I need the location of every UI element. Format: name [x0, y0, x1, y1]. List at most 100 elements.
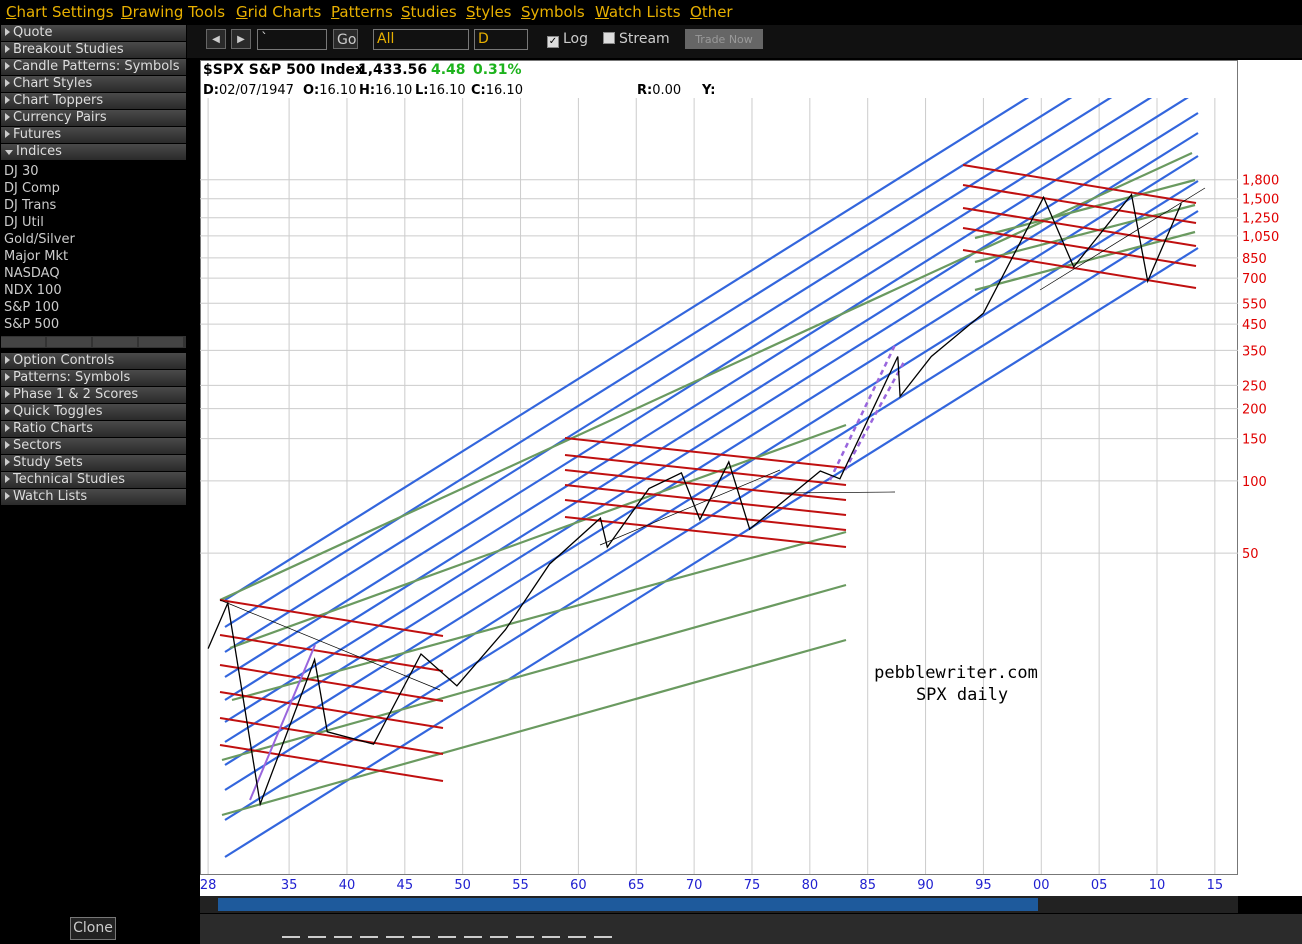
sidebar-section[interactable]: Sectors: [1, 438, 186, 454]
index-item[interactable]: S&P 500: [4, 317, 60, 332]
menu-item[interactable]: Styles: [466, 3, 512, 21]
sidebar-section[interactable]: Indices: [1, 144, 186, 160]
menu-item[interactable]: Patterns: [331, 3, 393, 21]
index-item[interactable]: Gold/Silver: [4, 232, 75, 247]
field-value: 16.10: [486, 83, 523, 98]
menu-item[interactable]: Studies: [401, 3, 457, 21]
tool-icon[interactable]: [386, 920, 404, 938]
x-tick-label: 10: [1149, 878, 1166, 893]
y-tick-label: 450: [1242, 318, 1267, 333]
period-select[interactable]: D: [474, 29, 528, 50]
sidebar-section[interactable]: Watch Lists: [1, 489, 186, 505]
x-tick-label: 90: [917, 878, 934, 893]
tool-icon[interactable]: [464, 920, 482, 938]
sidebar-section[interactable]: Chart Styles: [1, 76, 186, 92]
tool-icon[interactable]: [594, 920, 612, 938]
sidebar-section[interactable]: Patterns: Symbols: [1, 370, 186, 386]
index-item[interactable]: NASDAQ: [4, 266, 60, 281]
x-tick-label: 50: [454, 878, 471, 893]
tool-icon[interactable]: [542, 920, 560, 938]
sidebar-section[interactable]: Technical Studies: [1, 472, 186, 488]
trend-line: [219, 599, 444, 637]
sidebar-section[interactable]: Breakout Studies: [1, 42, 186, 58]
index-item[interactable]: S&P 100: [4, 300, 60, 315]
index-item[interactable]: Major Mkt: [4, 249, 69, 264]
sidebar-section[interactable]: Candle Patterns: Symbols: [1, 59, 186, 75]
menu-item[interactable]: Symbols: [521, 3, 585, 21]
sidebar-section[interactable]: Futures: [1, 127, 186, 143]
nav-button[interactable]: [1, 337, 45, 347]
trend-line: [249, 644, 316, 801]
menu-item[interactable]: Chart Settings: [6, 3, 114, 21]
field-key: O:: [303, 83, 319, 98]
tool-icon[interactable]: [568, 920, 586, 938]
sidebar-section[interactable]: Ratio Charts: [1, 421, 186, 437]
index-item[interactable]: DJ 30: [4, 164, 39, 179]
r-value: 0.00: [652, 83, 681, 98]
trend-line: [564, 516, 847, 548]
field-key: C:: [471, 83, 486, 98]
log-checkbox[interactable]: ✓ Log: [547, 31, 589, 48]
menu-item[interactable]: Drawing Tools: [121, 3, 226, 21]
index-item[interactable]: DJ Util: [4, 215, 44, 230]
menu-item[interactable]: Other: [690, 3, 733, 21]
x-tick-label: 40: [339, 878, 356, 893]
y-tick-label: 150: [1242, 433, 1267, 448]
scroll-thumb[interactable]: [218, 898, 1038, 911]
nav-button[interactable]: [139, 337, 183, 347]
forward-button[interactable]: ▶: [231, 29, 251, 49]
x-tick-label: 28: [200, 878, 216, 893]
index-item[interactable]: DJ Comp: [4, 181, 60, 196]
go-button[interactable]: Go: [333, 29, 358, 49]
sidebar-section[interactable]: Option Controls: [1, 353, 186, 369]
y-tick-label: 700: [1242, 272, 1267, 287]
nav-button[interactable]: [93, 337, 137, 347]
trend-line: [564, 454, 847, 486]
sidebar-section[interactable]: Phase 1 & 2 Scores: [1, 387, 186, 403]
menu-item[interactable]: Watch Lists: [595, 3, 681, 21]
index-item[interactable]: NDX 100: [4, 283, 62, 298]
nav-button[interactable]: [47, 337, 91, 347]
trend-line: [962, 249, 1197, 289]
trend-line: [219, 599, 441, 691]
x-tick-label: 65: [628, 878, 645, 893]
tool-icon[interactable]: [360, 920, 378, 938]
stream-checkbox[interactable]: Stream: [603, 30, 670, 48]
tool-icon[interactable]: [516, 920, 534, 938]
y-tick-label: 1,800: [1242, 174, 1279, 189]
menu-item[interactable]: Grid Charts: [236, 3, 322, 21]
trend-line: [779, 491, 896, 494]
sidebar-section[interactable]: Currency Pairs: [1, 110, 186, 126]
watermark: SPX daily: [916, 685, 1008, 705]
scrollbar[interactable]: [200, 896, 1238, 913]
tool-icon[interactable]: [490, 920, 508, 938]
trade-button[interactable]: Trade Now: [685, 29, 763, 49]
clone-button[interactable]: Clone: [70, 917, 116, 940]
trend-line: [224, 98, 1030, 601]
y-tick-label: 1,500: [1242, 193, 1279, 208]
y-tick-label: 550: [1242, 297, 1267, 312]
sidebar-section[interactable]: Study Sets: [1, 455, 186, 471]
tool-icon[interactable]: [282, 920, 300, 938]
sidebar-section[interactable]: Chart Toppers: [1, 93, 186, 109]
tool-icon[interactable]: [412, 920, 430, 938]
index-item[interactable]: DJ Trans: [4, 198, 57, 213]
symbol-title: $SPX S&P 500 Index: [203, 62, 364, 78]
trend-line: [219, 691, 444, 729]
range-select[interactable]: All: [373, 29, 469, 50]
tool-icon[interactable]: [438, 920, 456, 938]
sidebar-section[interactable]: Quote: [1, 25, 186, 41]
ohlc-field: L:16.10: [415, 83, 466, 98]
stream-label: Stream: [619, 31, 670, 47]
y-tick-label: 50: [1242, 547, 1259, 562]
tool-icon[interactable]: [308, 920, 326, 938]
trend-line: [564, 484, 847, 516]
sidebar-section[interactable]: Quick Toggles: [1, 404, 186, 420]
tool-icon[interactable]: [334, 920, 352, 938]
symbol-input[interactable]: `: [257, 29, 327, 50]
y-tick-label: 100: [1242, 475, 1267, 490]
x-tick-label: 00: [1033, 878, 1050, 893]
back-button[interactable]: ◀: [206, 29, 226, 49]
field-value: 16.10: [428, 83, 465, 98]
